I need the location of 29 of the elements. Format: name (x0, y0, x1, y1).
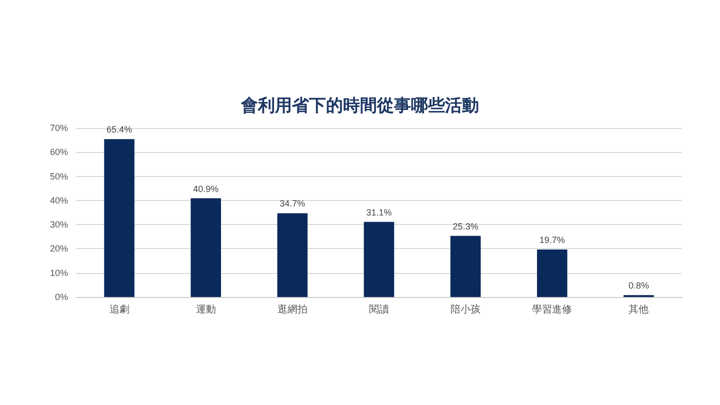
y-tick-label: 0% (54, 292, 68, 302)
bar (536, 249, 568, 297)
data-label: 0.8% (628, 280, 649, 291)
bar (277, 213, 308, 297)
x-tick-label: 運動 (196, 304, 216, 316)
x-tick-label: 追劇 (109, 304, 130, 316)
x-tick-label: 其他 (628, 304, 649, 316)
bar (364, 222, 394, 297)
x-tick-label: 閱讀 (369, 304, 389, 316)
y-tick-label: 30% (50, 220, 68, 230)
bar (104, 139, 134, 297)
y-tick-label: 40% (50, 195, 68, 206)
data-label: 40.9% (193, 184, 219, 194)
y-tick-label: 60% (50, 147, 68, 158)
bar (450, 236, 481, 297)
data-label: 19.7% (539, 234, 565, 245)
data-label: 34.7% (280, 198, 306, 209)
x-tick-label: 陪小孩 (450, 304, 481, 316)
x-tick-label: 學習進修 (532, 304, 572, 316)
x-tick-label: 逛網拍 (277, 304, 308, 316)
y-tick-label: 20% (50, 244, 68, 254)
data-label: 25.3% (452, 221, 478, 232)
y-tick-label: 70% (50, 123, 68, 133)
bar (190, 198, 222, 297)
y-tick-label: 50% (50, 171, 68, 182)
chart-title: 會利用省下的時間從事哪些活動 (240, 96, 479, 115)
data-label: 31.1% (366, 207, 392, 218)
y-tick-label: 10% (50, 268, 68, 278)
data-label: 65.4% (106, 124, 132, 135)
